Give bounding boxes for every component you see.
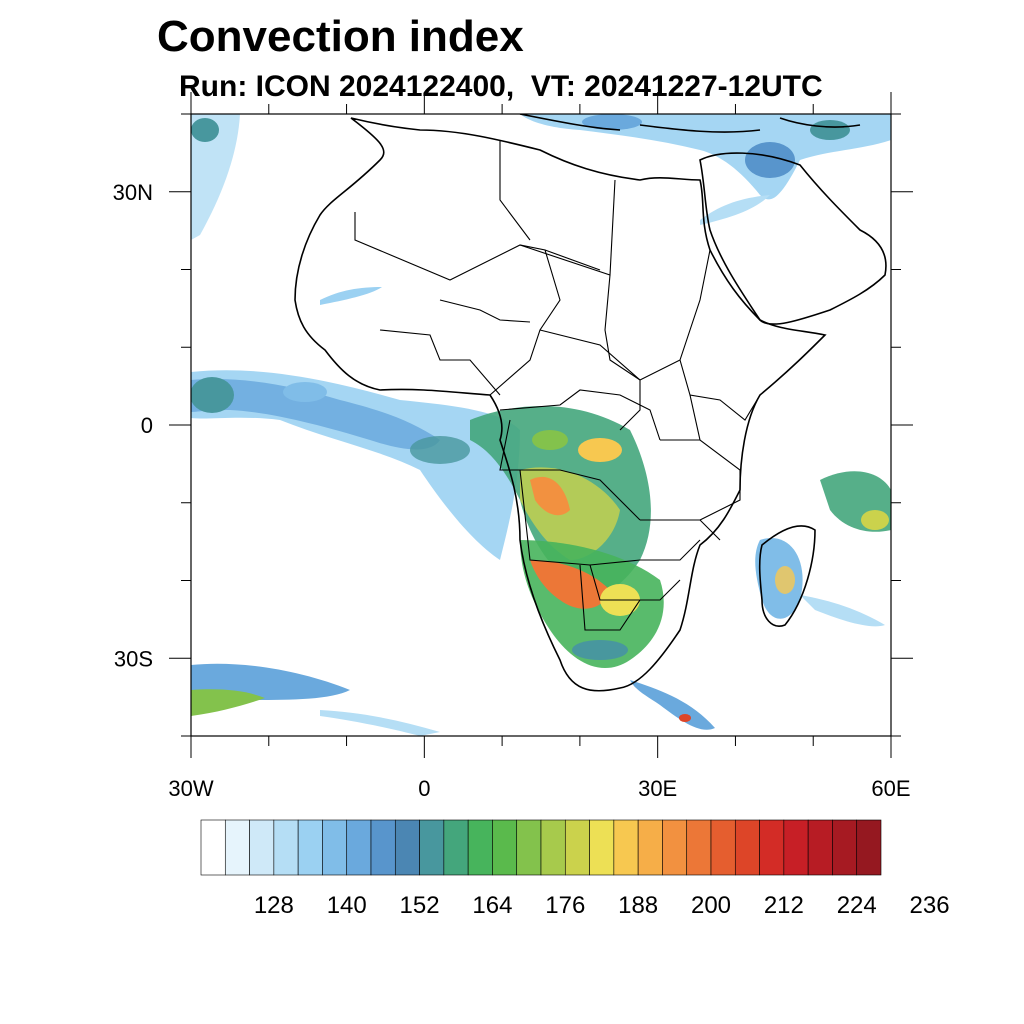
chart-subtitle: Run: ICON 2024122400, VT: 20241227-12UTC <box>179 70 823 103</box>
lon-tick-label: 0 <box>418 776 430 801</box>
colorbar-swatch <box>249 819 275 876</box>
lat-tick-label: 30N <box>113 180 153 205</box>
colorbar-swatch <box>419 819 445 876</box>
colorbar-swatch <box>540 819 566 876</box>
colorbar-swatch <box>394 819 420 876</box>
colorbar <box>200 819 882 876</box>
colorbar-swatch <box>273 819 299 876</box>
lon-tick-label: 30E <box>638 776 677 801</box>
colorbar-swatch <box>589 819 615 876</box>
colorbar-swatch <box>564 819 590 876</box>
lon-tick-label: 30W <box>168 776 213 801</box>
colorbar-swatch <box>856 819 882 876</box>
colorbar-tick-label: 140 <box>327 892 367 919</box>
colorbar-swatch <box>516 819 542 876</box>
colorbar-tick-label: 188 <box>618 892 658 919</box>
colorbar-swatch <box>443 819 469 876</box>
colorbar-swatch <box>662 819 688 876</box>
lat-tick-label: 0 <box>141 413 153 438</box>
colorbar-swatch <box>492 819 518 876</box>
colorbar-tick-label: 152 <box>400 892 440 919</box>
colorbar-swatch <box>686 819 712 876</box>
colorbar-swatch <box>346 819 372 876</box>
colorbar-labels: 128 140 152 164 176 188 200 212 224 236 <box>254 892 950 919</box>
colorbar-tick-label: 128 <box>254 892 294 919</box>
convection-field <box>191 114 891 736</box>
colorbar-swatch <box>759 819 785 876</box>
axis-ticks <box>169 92 913 758</box>
lat-tick-label: 30S <box>114 646 153 671</box>
colorbar-swatch <box>370 819 396 876</box>
colorbar-tick-label: 236 <box>910 892 950 919</box>
colorbar-tick-label: 176 <box>545 892 585 919</box>
colorbar-swatch <box>297 819 323 876</box>
colorbar-tick-label: 200 <box>691 892 731 919</box>
colorbar-swatch <box>734 819 760 876</box>
country-borders <box>354 140 761 631</box>
colorbar-swatch <box>467 819 493 876</box>
colorbar-swatch <box>200 819 226 876</box>
colorbar-swatch <box>322 819 348 876</box>
lon-tick-label: 60E <box>871 776 910 801</box>
colorbar-swatch <box>783 819 809 876</box>
colorbar-swatch <box>613 819 639 876</box>
colorbar-tick-label: 224 <box>837 892 877 919</box>
colorbar-swatch <box>637 819 663 876</box>
colorbar-swatch <box>832 819 858 876</box>
colorbar-swatch <box>224 819 250 876</box>
chart-title: Convection index <box>157 12 524 61</box>
colorbar-swatch <box>710 819 736 876</box>
colorbar-tick-label: 212 <box>764 892 804 919</box>
axis-tick-labels: 30N 0 30S 30W 0 30E 60E <box>113 180 911 801</box>
colorbar-swatch <box>807 819 833 876</box>
colorbar-tick-label: 164 <box>472 892 512 919</box>
coastlines <box>294 114 887 692</box>
